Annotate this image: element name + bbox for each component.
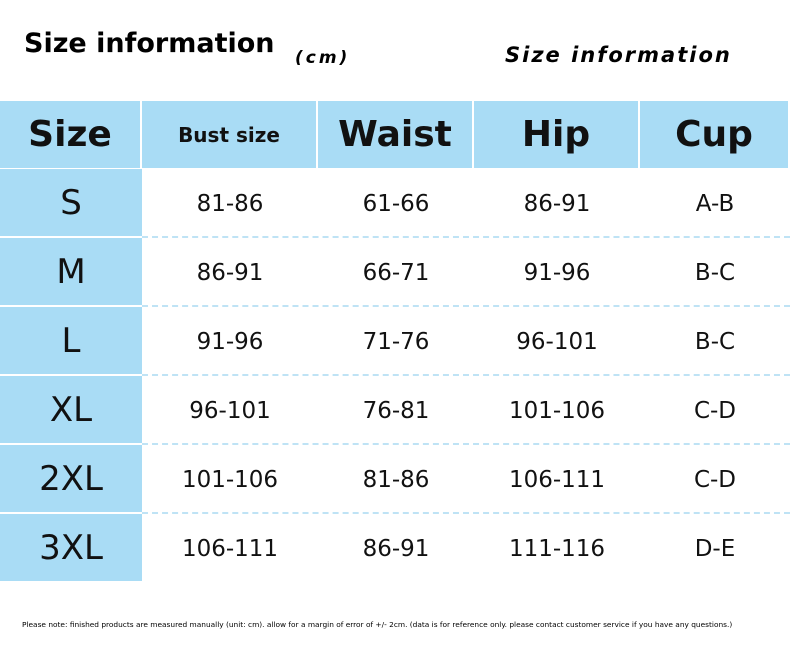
data-cell: 81-86 xyxy=(196,190,264,217)
data-cell: A-B xyxy=(695,190,735,217)
size-cell: L xyxy=(0,307,142,374)
data-cell: C-D xyxy=(693,397,737,424)
header-cell: Size xyxy=(0,101,140,168)
data-cell: 86-91 xyxy=(362,535,430,562)
size-cell: 3XL xyxy=(0,514,142,581)
data-cell: 66-71 xyxy=(362,259,430,286)
data-cell: 71-76 xyxy=(362,328,430,355)
header-cell: Waist xyxy=(318,101,472,168)
data-cell: 111-116 xyxy=(508,535,606,562)
row-separator xyxy=(142,443,790,445)
data-cell: 96-101 xyxy=(516,328,598,355)
data-cell: D-E xyxy=(694,535,736,562)
data-cell: 101-106 xyxy=(508,397,606,424)
data-cell: 106-111 xyxy=(181,535,279,562)
data-cell: 91-96 xyxy=(196,328,264,355)
header-cell: Cup xyxy=(640,101,788,168)
size-cell: 2XL xyxy=(0,445,142,512)
unit: (cm) xyxy=(295,48,351,68)
right-title: Size information xyxy=(505,43,732,67)
data-cell: B-C xyxy=(694,328,736,355)
header-cell: Bust size xyxy=(142,101,316,168)
size-table: Size Bust size Waist Hip Cup S 81-86 61-66 86-91… xyxy=(0,101,790,583)
row-separator xyxy=(142,374,790,376)
row-separator xyxy=(142,512,790,514)
data-cell: 106-111 xyxy=(508,466,606,493)
title: Size information xyxy=(24,28,275,59)
data-cell: 96-101 xyxy=(189,397,271,424)
size-cell: XL xyxy=(0,376,142,443)
data-cell: 61-66 xyxy=(362,190,430,217)
row-separator xyxy=(142,236,790,238)
header-cell: Hip xyxy=(474,101,638,168)
size-cell: S xyxy=(0,169,142,236)
data-cell: 81-86 xyxy=(362,466,430,493)
data-cell: 91-96 xyxy=(523,259,591,286)
data-cell: B-C xyxy=(694,259,736,286)
row-separator xyxy=(142,305,790,307)
data-cell: 101-106 xyxy=(181,466,279,493)
data-cell: 86-91 xyxy=(523,190,591,217)
size-cell: M xyxy=(0,238,142,305)
footnote: Please note: finished products are measu… xyxy=(22,620,733,629)
data-cell: C-D xyxy=(693,466,737,493)
data-cell: 76-81 xyxy=(362,397,430,424)
data-cell: 86-91 xyxy=(196,259,264,286)
